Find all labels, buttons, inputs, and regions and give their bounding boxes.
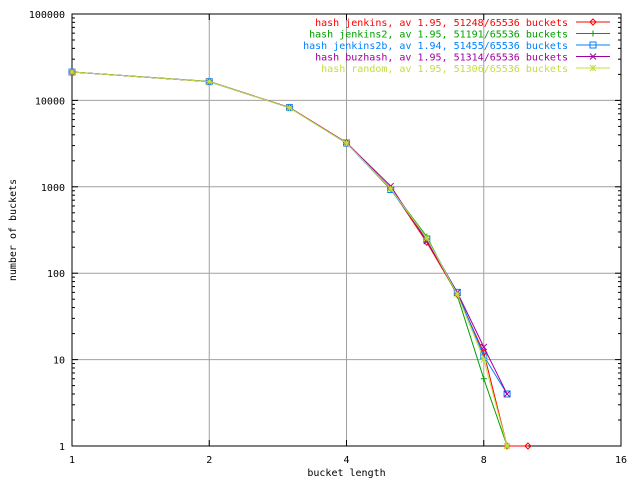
legend-entry-label: hash random, av 1.95, 51306/65536 bucket…: [321, 64, 568, 75]
data-point: [423, 237, 431, 245]
data-point: [480, 343, 488, 351]
y-tick-label: 10: [53, 356, 65, 367]
data-point: [503, 442, 511, 450]
data-point: [480, 356, 488, 363]
data-point: [589, 41, 597, 49]
legend-entry-label: hash buzhash, av 1.95, 51314/65536 bucke…: [315, 53, 568, 64]
x-tick-label: 16: [615, 455, 627, 466]
legend-entry-label: hash jenkins2, av 1.95, 51191/65536 buck…: [309, 30, 568, 41]
data-point: [205, 78, 213, 85]
y-tick-label: 100: [47, 269, 65, 280]
data-point: [423, 234, 431, 242]
y-tick-label: 10000: [35, 96, 65, 107]
data-point: [589, 53, 597, 60]
data-point: [589, 18, 597, 26]
y-axis-label: number of buckets: [8, 179, 19, 281]
x-tick-label: 8: [481, 455, 487, 466]
data-point: [589, 64, 597, 72]
y-tick-label: 1: [59, 442, 65, 453]
data-point: [286, 104, 293, 112]
data-point: [453, 290, 461, 298]
series-line-4: [71, 71, 508, 395]
y-tick-label: 100000: [29, 10, 65, 21]
series-line-3: [71, 71, 508, 395]
x-axis-label: bucket length: [307, 468, 385, 479]
series-line-2: [71, 71, 508, 447]
series-line-1: [71, 71, 528, 447]
series-line-5: [71, 71, 508, 447]
x-tick-label: 2: [206, 455, 212, 466]
legend-entry-label: hash jenkins2b, av 1.94, 51455/65536 buc…: [303, 41, 568, 52]
legend-entry-label: hash jenkins, av 1.95, 51248/65536 bucke…: [315, 18, 568, 29]
x-tick-label: 1: [69, 455, 75, 466]
y-tick-label: 1000: [41, 183, 65, 194]
data-point: [387, 185, 395, 193]
data-point: [503, 390, 511, 398]
data-point: [480, 375, 487, 382]
data-point: [590, 30, 596, 37]
plot-frame: [71, 13, 622, 447]
data-point: [503, 390, 511, 398]
data-point: [524, 442, 532, 450]
data-point: [68, 68, 76, 76]
x-tick-label: 4: [343, 455, 349, 466]
data-point: [343, 139, 350, 147]
